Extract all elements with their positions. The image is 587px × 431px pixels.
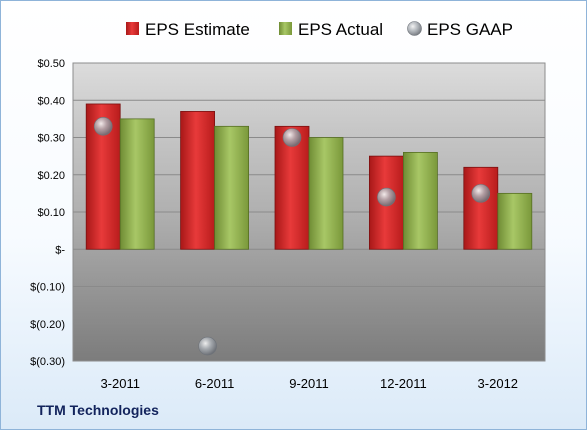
y-tick-label: $- <box>55 244 65 256</box>
eps-gaap-marker <box>93 117 113 136</box>
eps-actual-bar <box>214 125 250 250</box>
x-tick-label: 9-2011 <box>289 376 329 391</box>
x-tick-label: 3-2011 <box>100 376 140 391</box>
legend-eps-actual-swatch <box>279 22 292 35</box>
eps-estimate-bar <box>274 125 310 250</box>
y-tick-label: $(0.10) <box>30 282 65 294</box>
y-tick-label: $0.30 <box>37 133 65 145</box>
legend-eps-gaap-swatch <box>407 21 422 36</box>
y-tick-label: $0.50 <box>37 58 65 70</box>
eps-gaap-marker <box>198 336 217 356</box>
eps-actual-bar <box>402 151 438 250</box>
x-tick-label: 12-2011 <box>380 376 427 391</box>
y-tick-label: $0.10 <box>37 207 65 219</box>
y-tick-label: $0.40 <box>37 95 65 107</box>
legend-eps-actual-label: EPS Actual <box>298 20 383 39</box>
y-tick-label: $(0.20) <box>30 319 65 331</box>
eps-gaap-marker <box>282 128 302 147</box>
eps-estimate-bar <box>180 111 216 250</box>
legend-eps-estimate-label: EPS Estimate <box>145 20 250 39</box>
eps-actual-bar <box>497 192 533 250</box>
y-tick-label: $(0.30) <box>30 356 65 368</box>
x-tick-label: 6-2011 <box>195 376 235 391</box>
legend-eps-gaap-label: EPS GAAP <box>427 20 513 39</box>
eps-estimate-bar <box>463 166 499 250</box>
y-tick-label: $0.20 <box>37 170 65 182</box>
eps-gaap-marker <box>471 184 491 203</box>
company-name: TTM Technologies <box>37 402 159 418</box>
x-tick-label: 3-2012 <box>478 376 518 391</box>
legend-eps-estimate-swatch <box>126 22 139 35</box>
eps-actual-bar <box>308 137 344 250</box>
eps-actual-bar <box>119 118 155 250</box>
eps-gaap-marker <box>377 187 396 207</box>
